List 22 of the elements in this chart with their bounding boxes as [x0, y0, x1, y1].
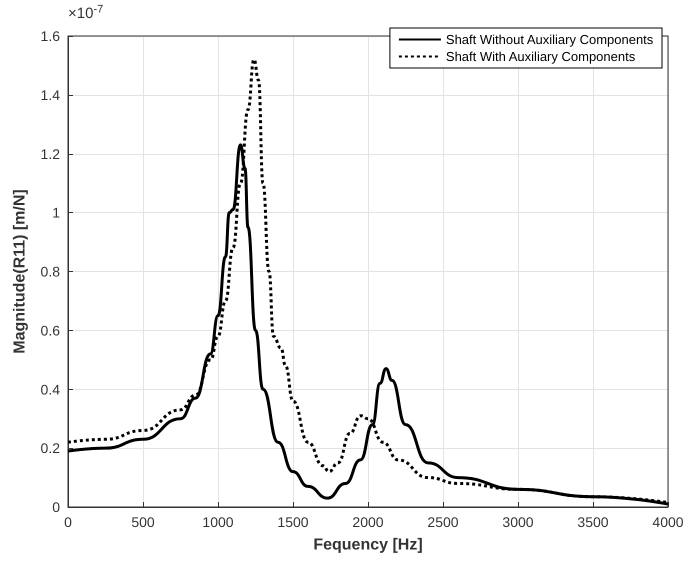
- x-axis-title: Fequency [Hz]: [313, 536, 423, 554]
- x-tick-label: 4000: [652, 514, 684, 530]
- y-axis-title: Magnitude(R11) [m/N]: [12, 189, 28, 354]
- y-tick-label: 0.4: [40, 381, 60, 398]
- legend-label: Shaft With Auxiliary Components: [446, 49, 636, 64]
- y-tick-label: 0: [52, 499, 60, 515]
- y-tick-label: 1: [52, 204, 60, 221]
- legend-label: Shaft Without Auxiliary Components: [446, 32, 654, 47]
- y-tick-label: 0.2: [40, 440, 60, 456]
- x-tick-label: 1500: [277, 514, 309, 530]
- x-tick-label: 1000: [202, 514, 234, 530]
- y-tick-label: 1.6: [40, 28, 60, 44]
- y-tick-label: 0.8: [40, 264, 60, 280]
- x-tick-label: 500: [131, 514, 155, 530]
- x-tick-label: 2500: [427, 514, 459, 530]
- x-tick-label: 0: [64, 514, 72, 530]
- y-tick-label: 1.2: [40, 146, 60, 162]
- y-tick-label: 1.4: [40, 86, 60, 103]
- x-tick-label: 3000: [502, 514, 534, 530]
- x-tick-label: 2000: [352, 514, 384, 530]
- x-tick-label: 3500: [577, 514, 609, 530]
- y-tick-label: 0.6: [40, 322, 60, 338]
